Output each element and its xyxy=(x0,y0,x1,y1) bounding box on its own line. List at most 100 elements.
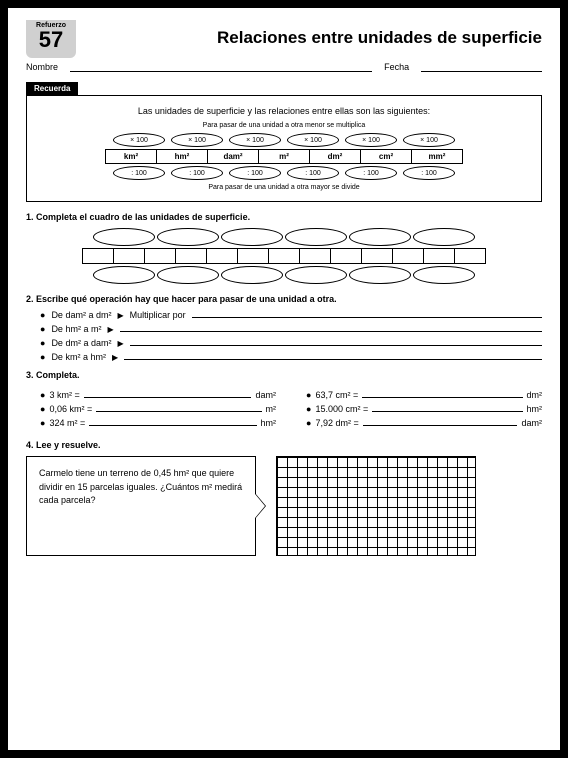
refuerzo-badge: Refuerzo 57 xyxy=(26,20,76,58)
unit-cell: mm² xyxy=(411,149,463,164)
blank-cell[interactable] xyxy=(175,248,207,264)
mult-cyl: × 100 xyxy=(287,133,339,147)
q3-item: ●3 km² =dam² xyxy=(40,390,276,400)
q3-expr: 3 km² = xyxy=(49,390,79,400)
q2-item: ● De dam² a dm² ▶ Multiplicar por xyxy=(40,310,542,320)
blank-cell[interactable] xyxy=(237,248,269,264)
bullet-icon: ● xyxy=(40,324,45,334)
blank-cyl[interactable] xyxy=(221,266,283,284)
name-date-line: Nombre Fecha xyxy=(26,62,542,72)
blank-cell[interactable] xyxy=(82,248,114,264)
answer-line[interactable] xyxy=(192,317,542,318)
bullet-icon: ● xyxy=(306,404,311,414)
mult-row: × 100 × 100 × 100 × 100 × 100 × 100 xyxy=(57,133,511,147)
q1-title: 1. Completa el cuadro de las unidades de… xyxy=(26,212,542,222)
blank-cyl[interactable] xyxy=(157,228,219,246)
q2-from: De hm² a m² xyxy=(51,324,101,334)
answer-line[interactable] xyxy=(362,397,522,398)
mult-cyl: × 100 xyxy=(403,133,455,147)
unit-bar: km² hm² dam² m² dm² cm² mm² xyxy=(57,149,511,164)
name-input-line[interactable] xyxy=(70,62,372,72)
blank-cell[interactable] xyxy=(361,248,393,264)
div-row: : 100 : 100 : 100 : 100 : 100 : 100 xyxy=(57,166,511,180)
blank-cell[interactable] xyxy=(206,248,238,264)
div-cyl: : 100 xyxy=(171,166,223,180)
q3-right-col: ●63,7 cm² =dm² ●15.000 cm² =hm² ●7,92 dm… xyxy=(306,386,542,432)
bullet-icon: ● xyxy=(40,310,45,320)
blank-cyl[interactable] xyxy=(413,228,475,246)
triangle-icon: ▶ xyxy=(112,353,118,362)
blank-bar xyxy=(82,248,486,264)
blank-cyl[interactable] xyxy=(221,228,283,246)
q3-item: ●15.000 cm² =hm² xyxy=(306,404,542,414)
recuerda-tab: Recuerda xyxy=(26,82,78,95)
blank-cell[interactable] xyxy=(454,248,486,264)
answer-line[interactable] xyxy=(363,425,518,426)
q3-left-col: ●3 km² =dam² ●0,06 km² =m² ●324 m² =hm² xyxy=(40,386,276,432)
work-grid[interactable] xyxy=(276,456,476,556)
q3-expr: 15.000 cm² = xyxy=(315,404,368,414)
blank-cyl[interactable] xyxy=(349,228,411,246)
q3-expr: 0,06 km² = xyxy=(49,404,92,414)
q3-expr: 7,92 dm² = xyxy=(315,418,358,428)
bullet-icon: ● xyxy=(40,390,45,400)
q4-title: 4. Lee y resuelve. xyxy=(26,440,542,450)
answer-line[interactable] xyxy=(84,397,252,398)
q3-item: ●7,92 dm² =dam² xyxy=(306,418,542,428)
page-title: Relaciones entre unidades de superficie xyxy=(26,28,542,48)
blank-diagram xyxy=(26,228,542,284)
bullet-icon: ● xyxy=(40,404,45,414)
div-cyl: : 100 xyxy=(403,166,455,180)
unit-cell: cm² xyxy=(360,149,412,164)
recuerda-intro: Las unidades de superficie y las relacio… xyxy=(57,106,511,116)
blank-cyl[interactable] xyxy=(93,266,155,284)
unit-cell: m² xyxy=(258,149,310,164)
blank-cell[interactable] xyxy=(330,248,362,264)
answer-line[interactable] xyxy=(120,331,542,332)
problem-box: Carmelo tiene un terreno de 0,45 hm² que… xyxy=(26,456,256,556)
blank-cell[interactable] xyxy=(392,248,424,264)
q3-expr: 63,7 cm² = xyxy=(315,390,358,400)
blank-cyl[interactable] xyxy=(349,266,411,284)
blank-cyl[interactable] xyxy=(413,266,475,284)
blank-cyl[interactable] xyxy=(157,266,219,284)
blank-cyl[interactable] xyxy=(285,266,347,284)
answer-line[interactable] xyxy=(124,359,542,360)
triangle-icon: ▶ xyxy=(107,325,113,334)
mult-cyl: × 100 xyxy=(113,133,165,147)
q2-from: De km² a hm² xyxy=(51,352,106,362)
bullet-icon: ● xyxy=(40,418,45,428)
unit-cell: dm² xyxy=(309,149,361,164)
div-cyl: : 100 xyxy=(229,166,281,180)
blank-cell[interactable] xyxy=(144,248,176,264)
question-1: 1. Completa el cuadro de las unidades de… xyxy=(26,212,542,284)
blank-cell[interactable] xyxy=(299,248,331,264)
q2-item: ● De km² a hm² ▶ xyxy=(40,352,542,362)
question-2: 2. Escribe qué operación hay que hacer p… xyxy=(26,294,542,362)
q2-item: ● De dm² a dam² ▶ xyxy=(40,338,542,348)
bullet-icon: ● xyxy=(306,418,311,428)
answer-line[interactable] xyxy=(96,411,261,412)
answer-line[interactable] xyxy=(130,345,542,346)
blank-cyl[interactable] xyxy=(93,228,155,246)
blank-cell[interactable] xyxy=(423,248,455,264)
blank-cell[interactable] xyxy=(268,248,300,264)
q3-expr: 324 m² = xyxy=(49,418,85,428)
blank-cyl[interactable] xyxy=(285,228,347,246)
q4-row: Carmelo tiene un terreno de 0,45 hm² que… xyxy=(26,456,542,556)
note-top: Para pasar de una unidad a otra menor se… xyxy=(57,122,511,129)
triangle-icon: ▶ xyxy=(117,339,123,348)
q3-unit: dm² xyxy=(527,390,543,400)
answer-line[interactable] xyxy=(89,425,256,426)
date-input-line[interactable] xyxy=(421,62,542,72)
blank-bottom-row xyxy=(93,266,475,284)
blank-cell[interactable] xyxy=(113,248,145,264)
recuerda-section: Recuerda Las unidades de superficie y la… xyxy=(26,82,542,202)
q2-from: De dm² a dam² xyxy=(51,338,111,348)
note-bottom: Para pasar de una unidad a otra mayor se… xyxy=(57,184,511,191)
badge-number: 57 xyxy=(26,29,76,51)
q2-from: De dam² a dm² xyxy=(51,310,111,320)
blank-top-row xyxy=(93,228,475,246)
q3-item: ●63,7 cm² =dm² xyxy=(306,390,542,400)
answer-line[interactable] xyxy=(372,411,522,412)
